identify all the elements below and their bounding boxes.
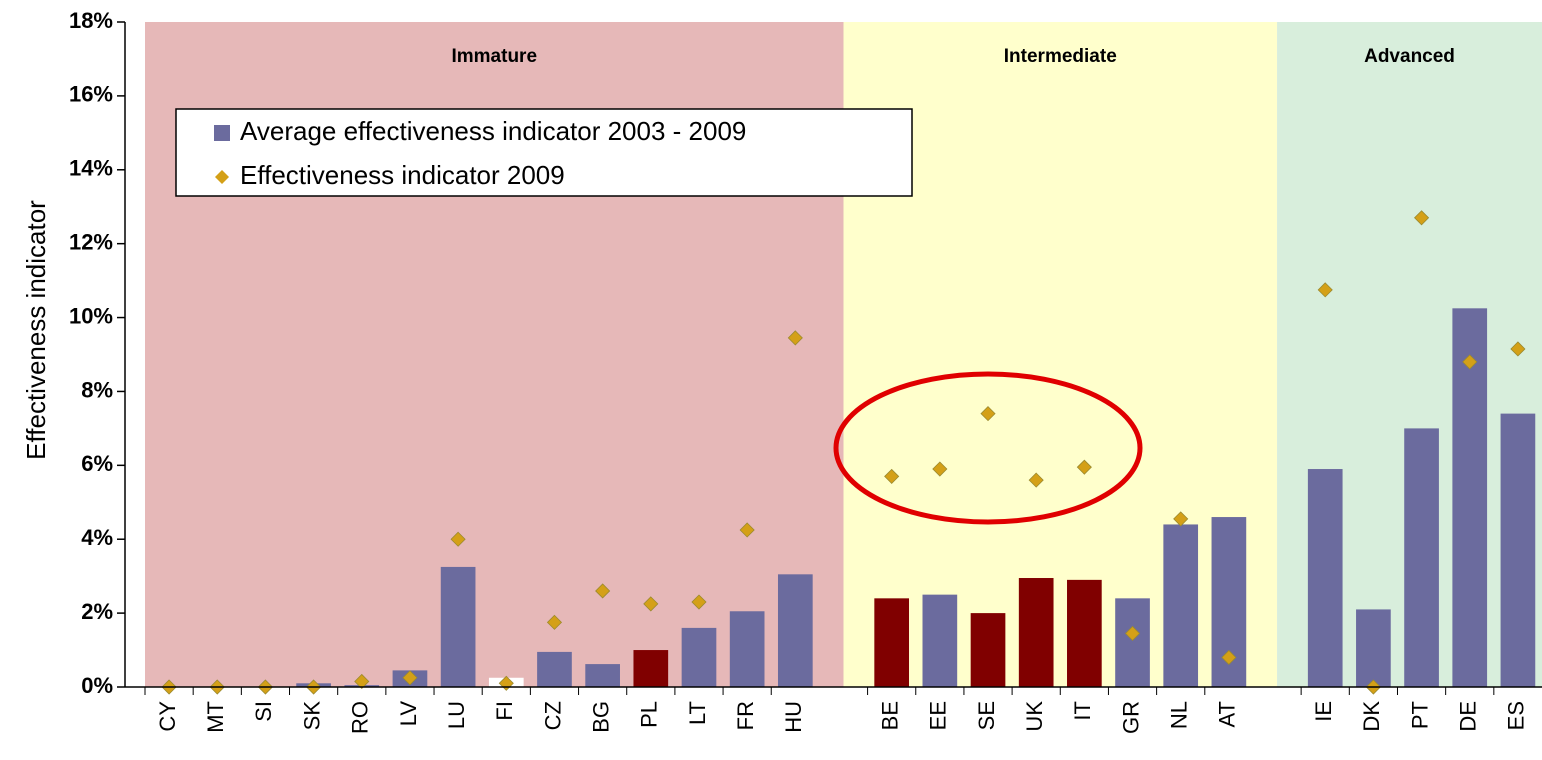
region-label: Immature xyxy=(451,46,537,67)
y-tick-label: 0% xyxy=(81,673,113,698)
bar xyxy=(1404,428,1439,687)
bar xyxy=(1500,413,1536,687)
region-label: Intermediate xyxy=(1004,46,1117,67)
x-tick-label: DK xyxy=(1359,701,1384,732)
bar xyxy=(970,613,1006,687)
x-tick-label: PL xyxy=(637,701,662,728)
bar xyxy=(537,651,572,687)
region-label: Advanced xyxy=(1364,46,1455,67)
diamond-marker xyxy=(1317,282,1333,298)
x-tick-label: MT xyxy=(203,701,228,733)
x-tick-label: FR xyxy=(733,701,758,730)
diamond-marker xyxy=(1221,649,1237,666)
diamond-marker xyxy=(1124,625,1141,641)
diamond-marker xyxy=(450,531,466,547)
x-tick-label: LU xyxy=(444,701,469,729)
bar xyxy=(681,627,717,687)
bar xyxy=(440,566,476,687)
diamond-marker xyxy=(1076,459,1092,475)
y-tick-label: 12% xyxy=(69,229,113,254)
diamond-marker xyxy=(643,596,659,612)
x-tick-label: AT xyxy=(1215,701,1240,727)
bar xyxy=(922,594,958,687)
y-tick-label: 14% xyxy=(69,156,113,181)
y-tick-label: 18% xyxy=(69,8,113,33)
x-tick-label: IT xyxy=(1070,701,1095,721)
x-tick-label: UK xyxy=(1022,701,1047,732)
y-tick-label: 8% xyxy=(81,377,113,402)
y-tick-label: 16% xyxy=(69,82,113,107)
legend-box xyxy=(175,108,913,197)
diamond-marker xyxy=(402,670,418,686)
diamond-marker xyxy=(884,468,900,484)
bar xyxy=(1067,579,1102,687)
diamond-marker xyxy=(739,522,755,538)
x-tick-label: ES xyxy=(1504,701,1529,730)
bar xyxy=(1452,308,1488,687)
x-tick-label: BG xyxy=(588,701,613,733)
bar xyxy=(1018,578,1054,687)
y-axis-label: Effectiveness indicator xyxy=(21,200,51,460)
bar xyxy=(777,574,813,687)
x-tick-label: BE xyxy=(877,701,902,730)
y-tick-label: 4% xyxy=(81,525,113,550)
diamond-marker xyxy=(1462,354,1478,370)
x-tick-label: EE xyxy=(926,701,951,730)
bar xyxy=(729,611,765,687)
diamond-marker xyxy=(1414,210,1430,226)
x-tick-label: SI xyxy=(251,701,276,722)
x-tick-label: CY xyxy=(155,701,180,732)
bar xyxy=(585,664,620,687)
plot xyxy=(161,210,1536,695)
x-tick-label: SK xyxy=(299,701,324,731)
bar xyxy=(633,650,669,687)
diamond-marker xyxy=(1028,472,1044,488)
diamond-marker xyxy=(980,406,996,422)
diamond-marker xyxy=(595,583,611,599)
diamond-marker xyxy=(691,594,707,610)
diamond-marker xyxy=(354,673,370,690)
region-background xyxy=(843,22,1278,687)
y-tick-label: 10% xyxy=(69,303,113,328)
y-tick-label: 2% xyxy=(81,599,113,624)
x-tick-label: LV xyxy=(396,701,421,727)
x-tick-label: PT xyxy=(1407,701,1432,729)
x-tick-label: LT xyxy=(685,701,710,725)
bar xyxy=(1307,469,1343,687)
bar xyxy=(1163,524,1199,687)
bar xyxy=(1115,598,1150,687)
x-tick-label: HU xyxy=(781,701,806,733)
diamond-marker xyxy=(1510,341,1526,357)
legend-swatch xyxy=(215,170,229,184)
diamond-marker xyxy=(1173,511,1189,527)
x-tick-label: SE xyxy=(974,701,999,730)
legend-swatch xyxy=(214,125,230,141)
x-tick-label: FI xyxy=(492,701,517,721)
diamond-marker xyxy=(546,614,563,630)
diamond-marker xyxy=(932,461,948,477)
x-tick-label: GR xyxy=(1118,701,1143,734)
x-tick-label: IE xyxy=(1311,701,1336,722)
highlight-ellipse xyxy=(833,371,1143,525)
bar xyxy=(874,598,910,687)
x-tick-label: DE xyxy=(1456,701,1481,732)
legend-label: Effectiveness indicator 2009 xyxy=(240,160,565,190)
x-tick-label: RO xyxy=(348,701,373,734)
x-tick-label: NL xyxy=(1167,701,1192,729)
x-tick-label: CZ xyxy=(540,701,565,730)
diamond-marker xyxy=(787,330,803,346)
bar xyxy=(1356,609,1391,687)
legend-label: Average effectiveness indicator 2003 - 2… xyxy=(240,116,746,146)
y-tick-label: 6% xyxy=(81,451,113,476)
